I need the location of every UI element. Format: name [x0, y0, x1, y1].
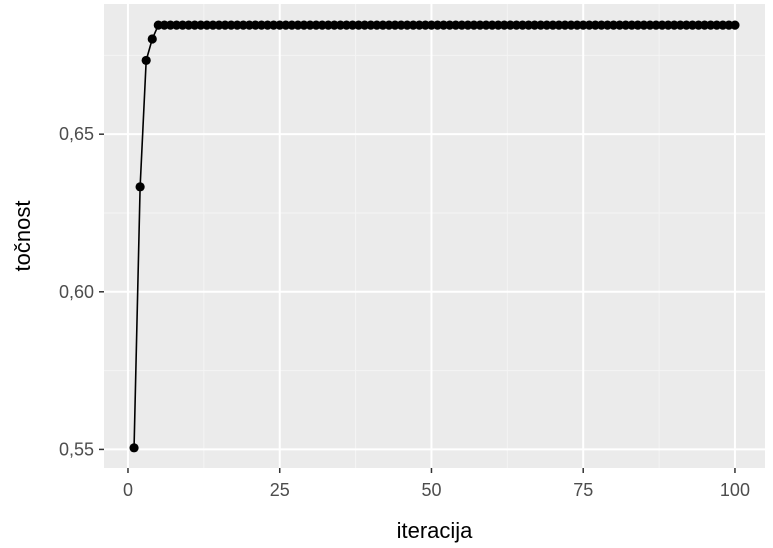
data-point: [129, 443, 139, 453]
data-point: [141, 55, 151, 66]
y-tick-label: 0,60: [59, 282, 94, 302]
data-point: [730, 20, 740, 30]
series-points-group: [129, 20, 740, 453]
x-tick-label: 50: [421, 480, 441, 500]
data-point: [147, 34, 157, 44]
data-point: [135, 182, 145, 192]
x-tick-label: 100: [720, 480, 750, 500]
x-tick-label: 25: [270, 480, 290, 500]
grid-major: [104, 4, 765, 468]
x-axis-title: iteracija: [397, 518, 474, 543]
axis-ticks: [99, 133, 736, 473]
y-tick-labels: 0,55 0,60 0,65: [59, 124, 94, 459]
x-tick-label: 0: [123, 480, 133, 500]
y-tick-label: 0,55: [59, 439, 94, 459]
y-tick-label: 0,65: [59, 124, 94, 144]
plot-panel: [104, 4, 765, 468]
grid-minor: [104, 4, 765, 468]
y-axis-title: točnost: [10, 201, 35, 272]
x-tick-label: 75: [573, 480, 593, 500]
x-tick-labels: 0 25 50 75 100: [123, 480, 750, 500]
